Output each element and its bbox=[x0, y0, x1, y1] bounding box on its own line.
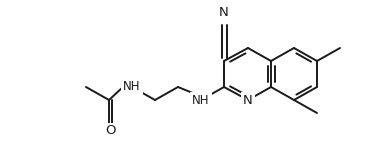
Text: N: N bbox=[243, 94, 253, 106]
Text: O: O bbox=[105, 125, 115, 137]
Text: N: N bbox=[219, 6, 229, 19]
Text: NH: NH bbox=[123, 80, 141, 94]
Text: NH: NH bbox=[192, 94, 210, 106]
